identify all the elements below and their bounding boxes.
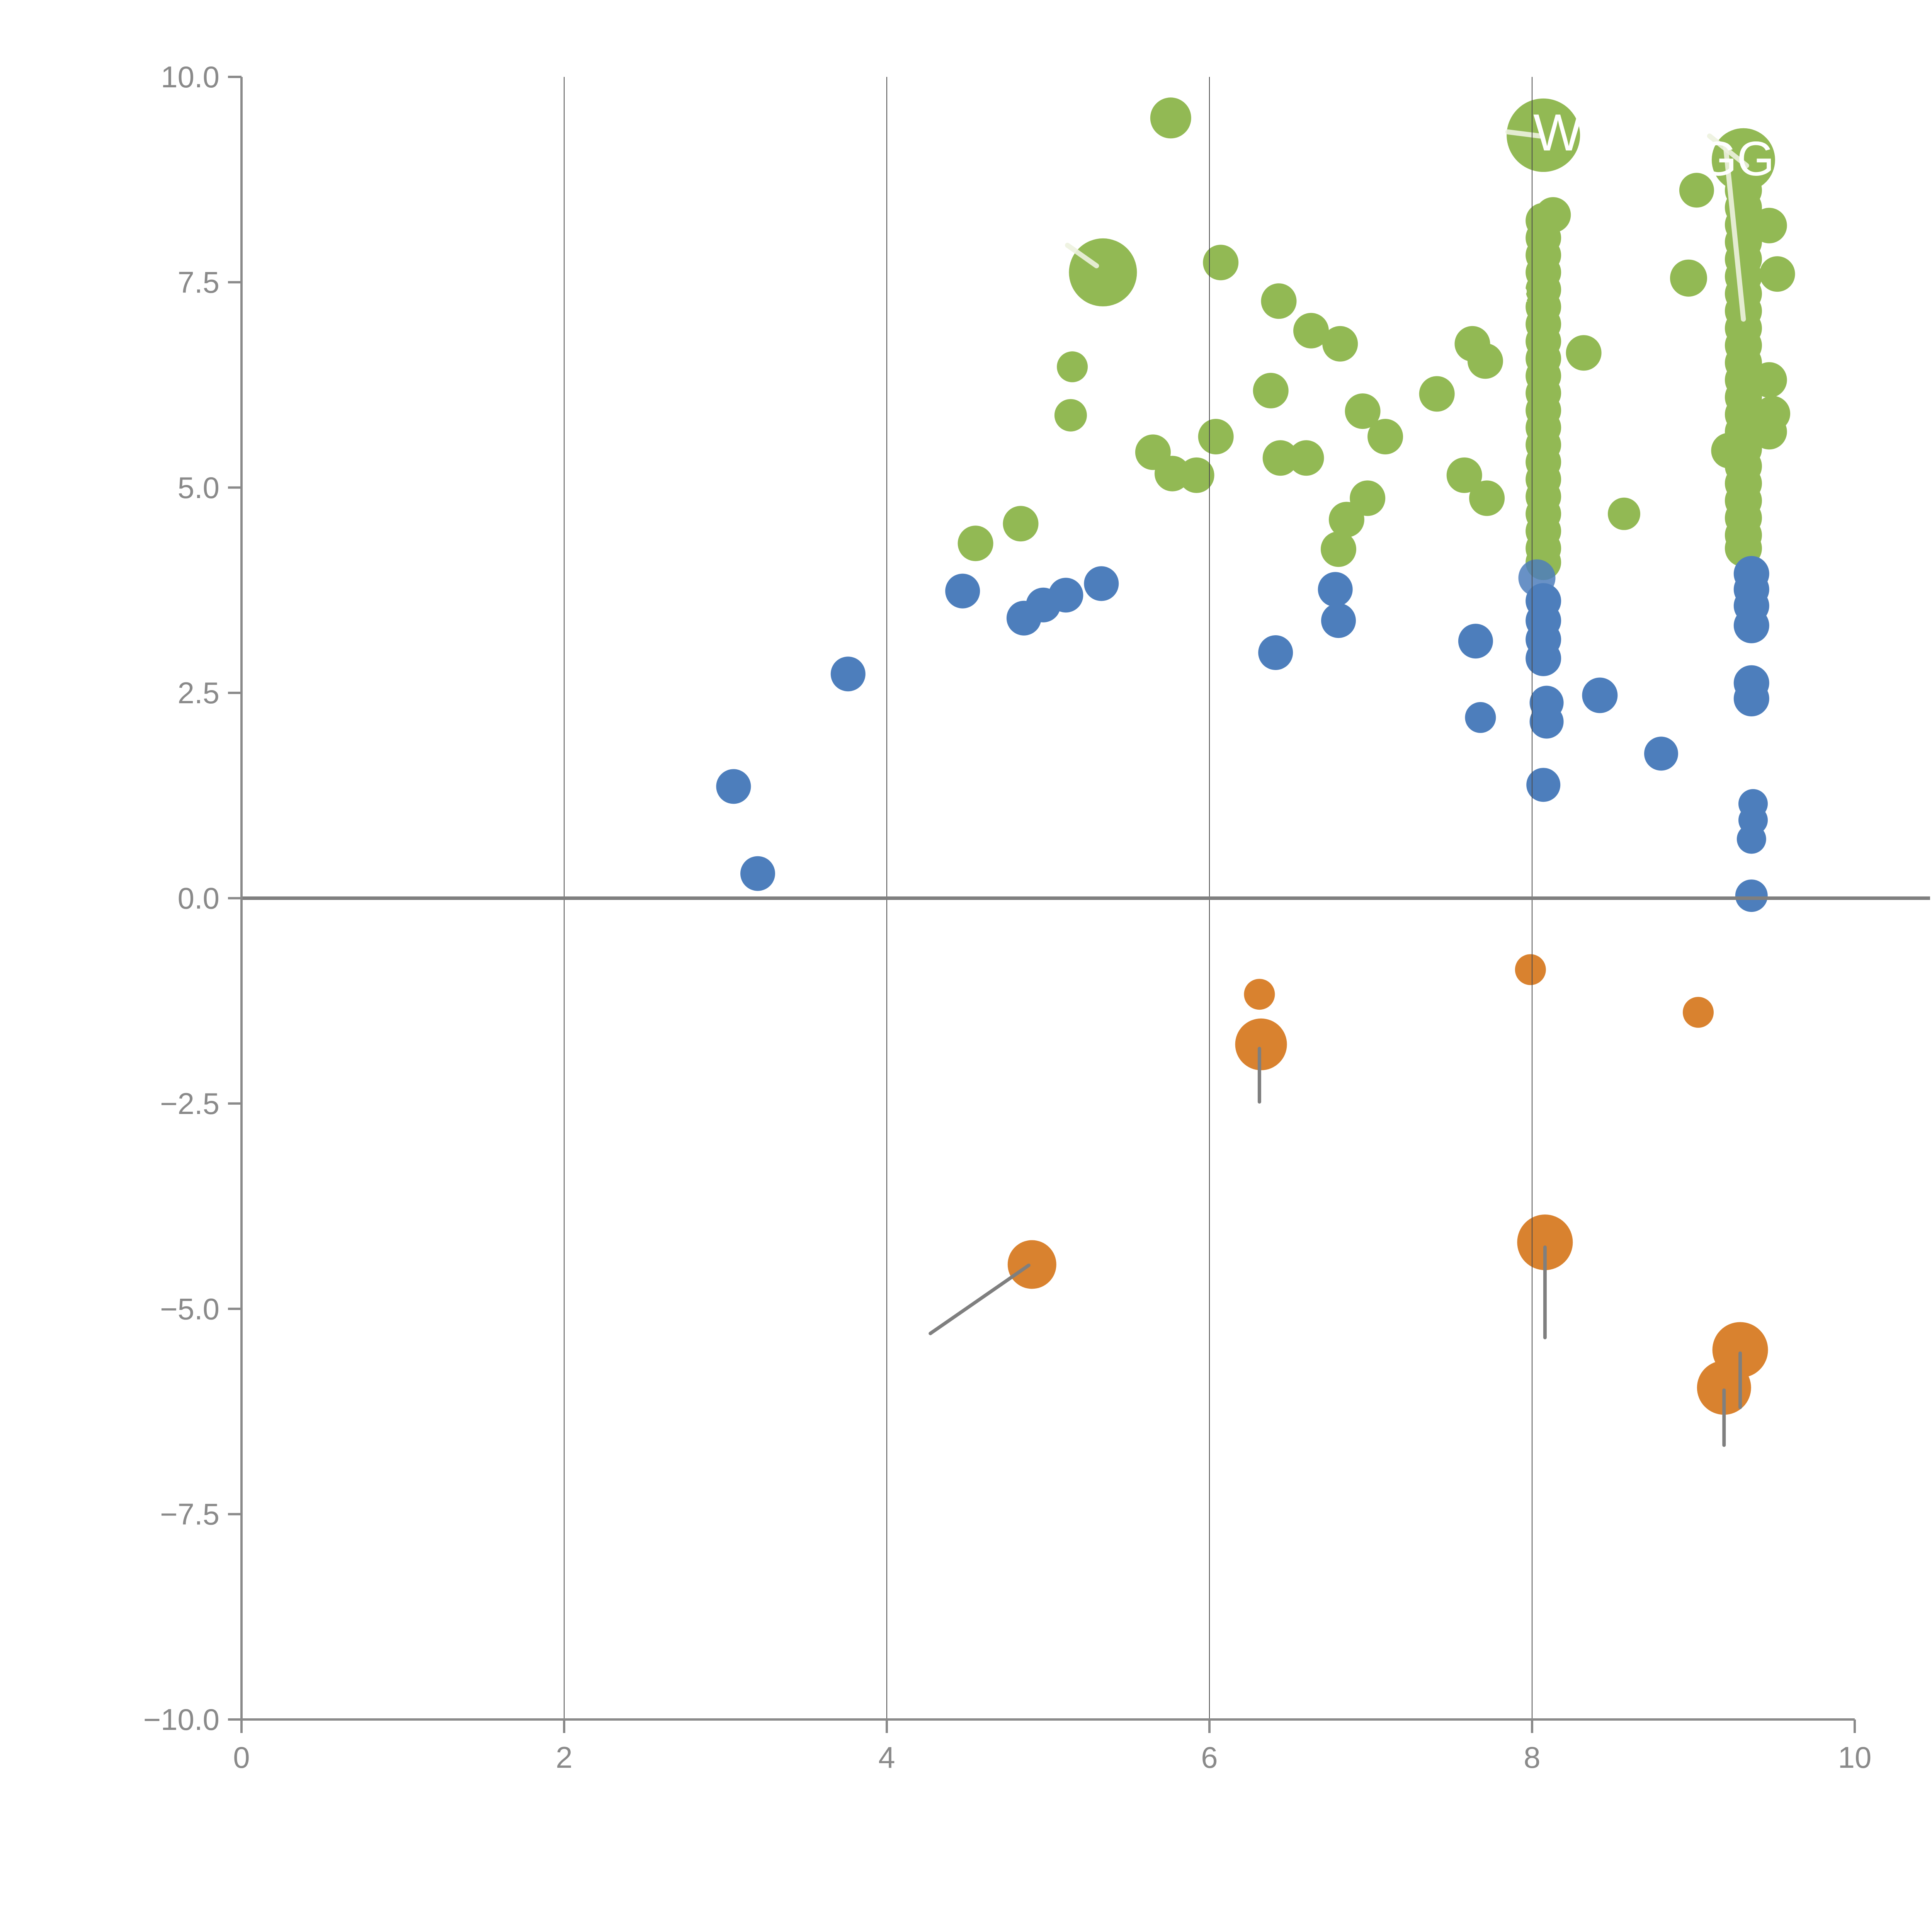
data-point-blue [1736, 824, 1766, 854]
data-point-green [957, 526, 993, 561]
data-point-green [1608, 497, 1640, 530]
data-point-blue [1735, 879, 1768, 912]
data-point-green [1446, 457, 1482, 493]
data-point-green [1288, 440, 1324, 476]
y-tick-label: −5.0 [160, 1292, 219, 1326]
data-point-blue [716, 769, 751, 804]
y-tick-label: 10.0 [161, 60, 219, 94]
data-point-blue [1258, 635, 1293, 670]
data-point-green [1345, 393, 1381, 429]
data-point-green [1150, 97, 1191, 139]
data-point-green [1262, 440, 1298, 476]
x-tick-label: 8 [1524, 1740, 1540, 1774]
data-point-green [1179, 457, 1214, 493]
data-point-blue [1465, 702, 1496, 733]
data-point-blue [1084, 566, 1119, 601]
data-point-green [1469, 480, 1505, 516]
gray-leader-line [929, 1264, 1031, 1335]
data-point-blue [1733, 607, 1769, 643]
x-tick-label: 10 [1838, 1740, 1872, 1774]
data-point-orange [1683, 997, 1714, 1028]
x-tick-label: 4 [878, 1740, 895, 1774]
data-point-green [1679, 173, 1714, 208]
x-tick-label: 2 [556, 1740, 572, 1774]
data-point-green [1198, 419, 1234, 454]
data-point-green [1321, 531, 1356, 567]
series-blue [716, 556, 1769, 912]
series-green [957, 97, 1795, 580]
pale-leader-line [1723, 144, 1746, 322]
data-point-green [1293, 313, 1329, 349]
data-point-orange [1515, 954, 1546, 985]
data-point-blue [740, 856, 775, 891]
bubble-label-W: W [1533, 103, 1582, 162]
data-point-blue [1321, 603, 1356, 638]
data-point-orange [1235, 1018, 1287, 1070]
data-point-green [1367, 419, 1403, 454]
data-point-orange [1697, 1361, 1751, 1415]
data-point-blue [1644, 736, 1678, 771]
data-point-green [1467, 343, 1503, 379]
pale-leader-lines [1065, 129, 1749, 322]
data-point-green [1069, 238, 1137, 306]
data-point-green [1419, 376, 1455, 412]
data-point-green [1566, 335, 1602, 371]
data-point-orange [1007, 1240, 1056, 1289]
data-point-green [1322, 326, 1358, 362]
series-orange [1007, 954, 1768, 1415]
data-point-green [1003, 506, 1039, 542]
data-point-blue [1048, 578, 1083, 613]
y-tick-label: −7.5 [160, 1497, 219, 1531]
data-point-green [1507, 98, 1580, 172]
data-point-green [1261, 283, 1297, 319]
data-point-green [1054, 399, 1087, 432]
data-point-blue [1733, 681, 1769, 716]
y-tick-label: 7.5 [178, 265, 219, 299]
y-tick-label: 5.0 [178, 471, 219, 505]
points-layer [716, 97, 1795, 1415]
axes-layer: 10.0 7.5 5.0 2.5 0.0 −2.5 −5.0 −7.5 −10.0 0 2 4 6 8 10 [143, 60, 1872, 1774]
data-point-blue [1529, 704, 1564, 739]
data-point-blue [1318, 572, 1353, 607]
y-tick-label: −2.5 [160, 1087, 219, 1121]
data-point-orange [1244, 979, 1275, 1010]
data-point-green [1057, 351, 1088, 383]
gray-leader-lines [929, 1047, 1742, 1447]
y-tick-label: 0.0 [178, 881, 219, 915]
data-point-orange [1517, 1214, 1573, 1270]
pale-leader-line [1505, 129, 1543, 139]
data-point-green [1253, 372, 1289, 408]
data-point-green [1751, 362, 1787, 398]
data-point-green [1759, 256, 1795, 292]
data-point-blue [830, 656, 866, 692]
bubble-label-GG: GG [1699, 132, 1774, 186]
y-tick-label: −10.0 [143, 1702, 219, 1736]
x-tick-label: 6 [1201, 1740, 1218, 1774]
point-labels-layer: W GG R [1513, 103, 1774, 306]
data-point-blue [945, 573, 980, 609]
data-point-green [1328, 502, 1364, 537]
data-point-blue [1582, 677, 1618, 713]
data-point-blue [1526, 640, 1561, 676]
pale-leader-line [1065, 243, 1099, 269]
x-tick-label: 0 [233, 1740, 250, 1774]
data-point-green [1203, 245, 1239, 281]
data-point-blue [1526, 768, 1561, 802]
data-point-blue [1458, 624, 1493, 659]
y-tick-label: 2.5 [178, 676, 219, 710]
data-point-green [1751, 414, 1787, 450]
bubble-label-R: R [1513, 283, 1528, 306]
data-point-green [1670, 259, 1707, 297]
